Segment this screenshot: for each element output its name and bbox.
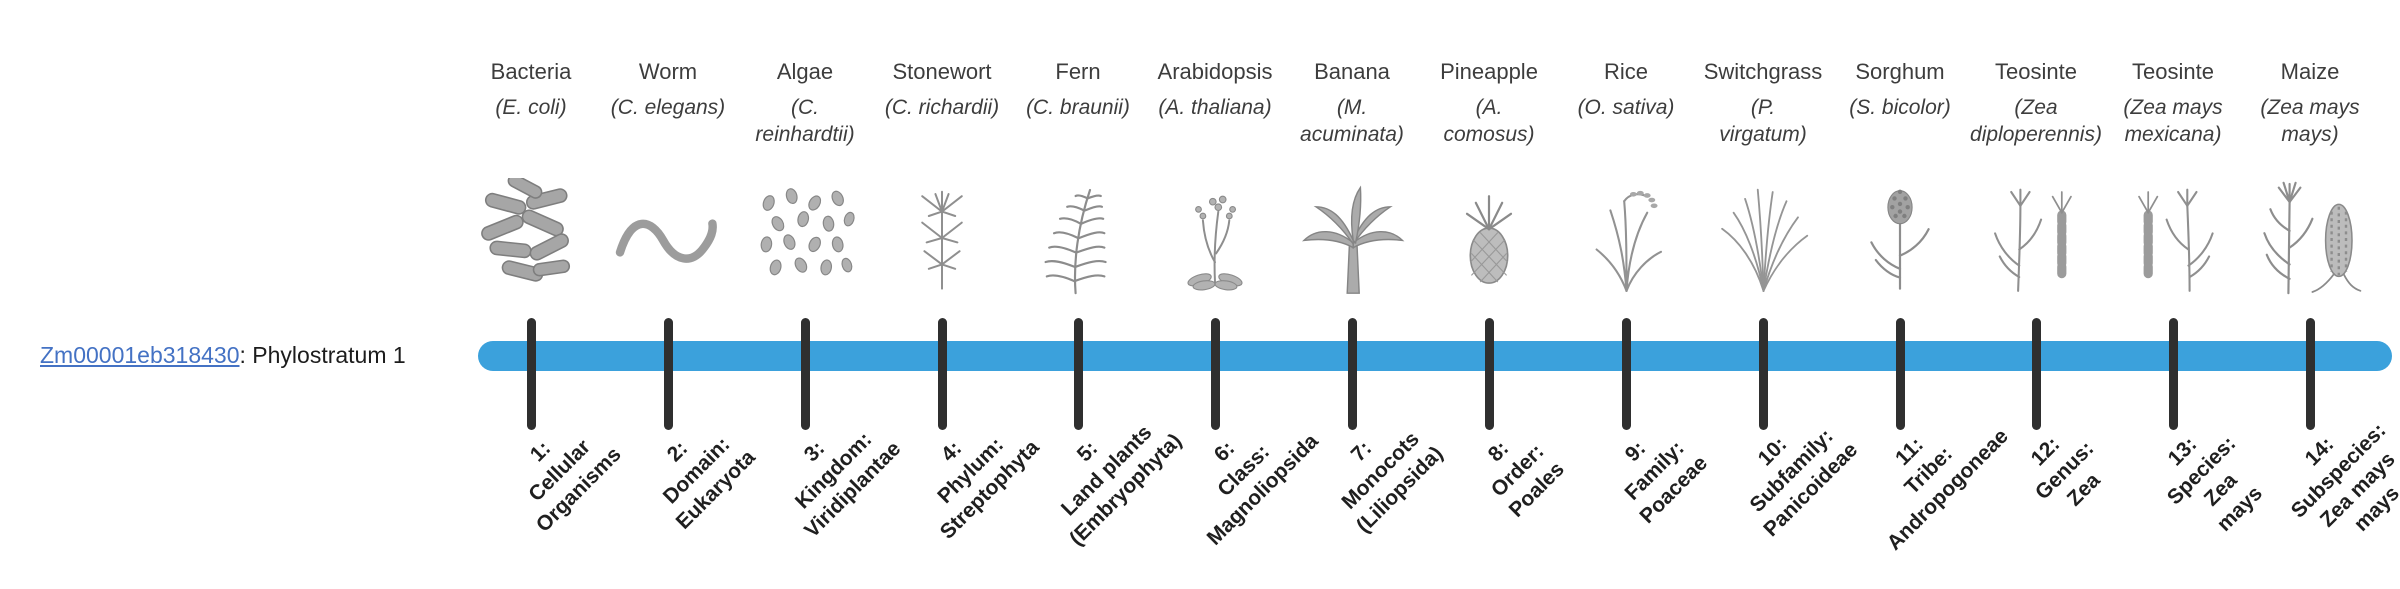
organism-column-rice: Rice (O. sativa)	[1551, 58, 1701, 308]
worm-icon	[593, 170, 743, 305]
phylostratum-tick-14	[2306, 318, 2315, 430]
teosinte-diploperennis-icon	[1961, 170, 2111, 305]
organism-scientific-name: (Zea mays mexicana)	[2123, 95, 2223, 146]
fern-icon	[1003, 170, 1153, 305]
organism-scientific-name: (C. braunii)	[1026, 95, 1130, 119]
banana-icon	[1277, 170, 1427, 305]
organism-column-algae: Algae (C. reinhardtii)	[730, 58, 880, 308]
rice-icon	[1551, 170, 1701, 305]
phylostratum-tick-12	[2032, 318, 2041, 430]
organism-column-bacteria: Bacteria (E. coli)	[456, 58, 606, 308]
organism-column-pineapple: Pineapple (A. comosus)	[1414, 58, 1564, 308]
phylostratum-tick-1	[527, 318, 536, 430]
organism-common-name: Teosinte	[2132, 59, 2214, 84]
sorghum-icon	[1825, 170, 1975, 305]
switchgrass-icon	[1688, 170, 1838, 305]
phylostratum-tick-10	[1759, 318, 1768, 430]
organism-common-name: Rice	[1603, 59, 1648, 84]
organism-common-name: Pineapple	[1440, 59, 1538, 84]
pineapple-icon	[1414, 170, 1564, 305]
organism-common-name: Algae	[776, 59, 834, 84]
stonewort-icon	[867, 170, 1017, 305]
teosinte-mexicana-icon	[2098, 170, 2248, 305]
organism-common-name: Bacteria	[490, 59, 572, 84]
organism-scientific-name: (C. reinhardtii)	[755, 95, 855, 146]
bacteria-icon	[456, 170, 606, 305]
organism-common-name: Arabidopsis	[1157, 59, 1273, 84]
phylostratum-tick-7	[1348, 318, 1357, 430]
phylostratum-tick-5	[1074, 318, 1083, 430]
organism-column-sorghum: Sorghum (S. bicolor)	[1825, 58, 1975, 308]
organism-column-banana: Banana (M. acuminata)	[1277, 58, 1427, 308]
organism-column-fern: Fern (C. braunii)	[1003, 58, 1153, 308]
organism-common-name: Fern	[1055, 59, 1101, 84]
phylostratum-bar	[478, 341, 2392, 371]
algae-icon	[730, 170, 880, 305]
phylostratum-tick-2	[664, 318, 673, 430]
organism-column-arabidopsis: Arabidopsis (A. thaliana)	[1140, 58, 1290, 308]
arabidopsis-icon	[1140, 170, 1290, 305]
organism-column-maize: Maize (Zea mays mays)	[2235, 58, 2385, 308]
organism-common-name: Banana	[1314, 59, 1390, 84]
organism-common-name: Sorghum	[1855, 59, 1945, 84]
organism-scientific-name: (C. richardii)	[884, 95, 1000, 119]
organism-scientific-name: (Zea diploperennis)	[1970, 95, 2102, 146]
organism-common-name: Worm	[638, 59, 698, 84]
maize-icon	[2235, 170, 2385, 305]
organism-scientific-name: (C. elegans)	[610, 95, 726, 119]
organism-common-name: Maize	[2280, 59, 2340, 84]
organism-column-teosinte-mexicana: Teosinte (Zea mays mexicana)	[2098, 58, 2248, 308]
phylostratum-tick-13	[2169, 318, 2178, 430]
organism-scientific-name: (S. bicolor)	[1849, 95, 1951, 119]
organism-column-worm: Worm (C. elegans)	[593, 58, 743, 308]
gene-id-link[interactable]: Zm00001eb318430	[40, 342, 240, 368]
phylostratum-tick-11	[1896, 318, 1905, 430]
organism-common-name: Stonewort	[892, 59, 992, 84]
organism-scientific-name: (Zea mays mays)	[2260, 95, 2360, 146]
organism-column-teosinte-diploperennis: Teosinte (Zea diploperennis)	[1961, 58, 2111, 308]
organism-scientific-name: (P. virgatum)	[1719, 95, 1807, 146]
organism-scientific-name: (O. sativa)	[1577, 95, 1675, 119]
phylostratum-tick-3	[801, 318, 810, 430]
organism-scientific-name: (E. coli)	[495, 95, 567, 119]
phylostratum-tick-6	[1211, 318, 1220, 430]
phylostratum-tick-8	[1485, 318, 1494, 430]
organism-column-switchgrass: Switchgrass (P. virgatum)	[1688, 58, 1838, 308]
organism-common-name: Teosinte	[1995, 59, 2077, 84]
phylostratum-text: : Phylostratum 1	[239, 342, 406, 368]
organism-common-name: Switchgrass	[1703, 59, 1823, 84]
phylostratum-tick-4	[938, 318, 947, 430]
organism-scientific-name: (A. thaliana)	[1158, 95, 1272, 119]
organism-scientific-name: (M. acuminata)	[1300, 95, 1404, 146]
gene-phylostratum-label: Zm00001eb318430: Phylostratum 1	[40, 342, 406, 369]
organism-column-stonewort: Stonewort (C. richardii)	[867, 58, 1017, 308]
organism-scientific-name: (A. comosus)	[1443, 95, 1535, 146]
phylostratum-tick-9	[1622, 318, 1631, 430]
